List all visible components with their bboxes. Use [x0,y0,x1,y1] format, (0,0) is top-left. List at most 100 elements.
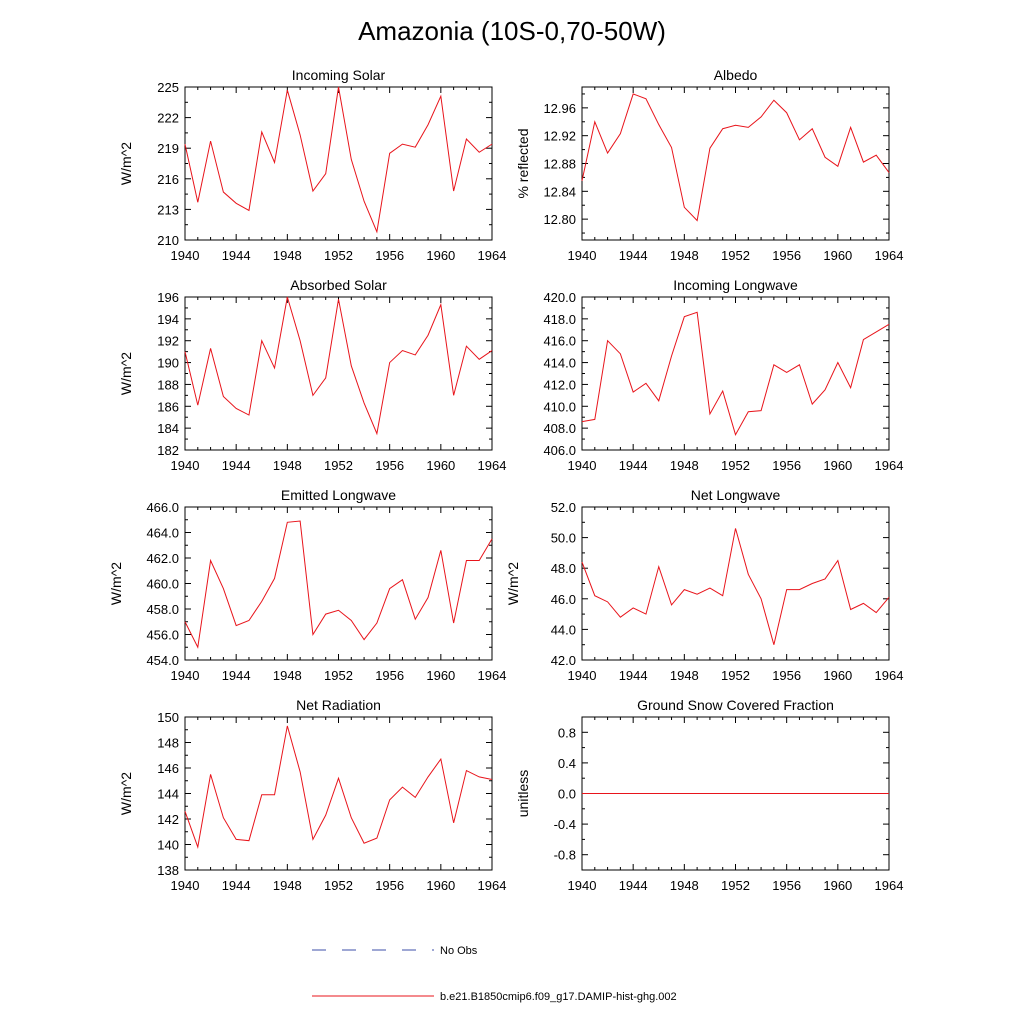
plot-frame [184,716,493,871]
y-tick-label: 416.0 [543,334,576,349]
x-tick-label: 1944 [619,458,648,473]
x-tick-label: 1964 [875,458,904,473]
x-tick-label: 1952 [721,248,750,263]
x-tick-label: 1940 [568,668,597,683]
y-tick-label: 182 [157,443,179,458]
x-tick-label: 1948 [273,668,302,683]
x-tick-label: 1944 [222,878,251,893]
y-axis-label: % reflected [515,128,531,198]
x-tick-label: 1940 [171,668,200,683]
y-axis-label: W/m^2 [108,562,124,605]
y-tick-label: 454.0 [146,653,179,668]
y-tick-label: 146 [157,761,179,776]
x-tick-label: 1948 [273,458,302,473]
x-tick-label: 1952 [721,458,750,473]
y-tick-label: 192 [157,334,179,349]
x-tick-label: 1960 [823,458,852,473]
x-tick-label: 1960 [426,878,455,893]
x-tick-label: 1948 [670,248,699,263]
y-tick-label: 140 [157,838,179,853]
x-tick-label: 1952 [721,878,750,893]
y-tick-label: 12.84 [543,184,576,199]
x-tick-label: 1940 [171,878,200,893]
y-tick-label: 410.0 [543,399,576,414]
y-tick-label: 48.0 [551,561,576,576]
panel-net-longwave: 1940 1944 1948 1952 1956 1960 1964 42.0 44.0 46.0… [505,487,903,683]
x-tick-label: 1960 [823,878,852,893]
plot-frame [184,296,493,451]
series-line [581,93,890,222]
panel-title: Incoming Longwave [673,277,798,293]
x-tick-label: 1952 [721,668,750,683]
y-tick-label: 196 [157,290,179,305]
x-tick-label: 1952 [324,878,353,893]
y-tick-label: 466.0 [146,500,179,515]
y-tick-label: 142 [157,812,179,827]
x-tick-label: 1960 [426,248,455,263]
x-tick-label: 1956 [375,248,404,263]
y-tick-label: 225 [157,80,179,95]
x-tick-label: 1956 [772,878,801,893]
x-tick-label: 1956 [375,458,404,473]
y-tick-label: 12.92 [543,129,576,144]
legend-label-model: b.e21.B1850cmip6.f09_g17.DAMIP-hist-ghg.… [440,991,677,1003]
y-tick-label: 50.0 [551,531,576,546]
figure-title: Amazonia (10S-0,70-50W) [358,16,666,46]
x-tick-label: 1952 [324,458,353,473]
x-tick-label: 1944 [222,668,251,683]
panel-title: Net Longwave [691,487,781,503]
panel-title: Incoming Solar [292,67,386,83]
y-tick-label: 12.80 [543,212,576,227]
y-tick-label: 213 [157,202,179,217]
x-tick-label: 1960 [823,668,852,683]
plot-frame [184,506,493,661]
panel-albedo: 1940 1944 1948 1952 1956 1960 1964 12.80 12.84 12… [515,67,903,263]
y-tick-label: 210 [157,233,179,248]
y-tick-label: 150 [157,710,179,725]
x-tick-label: 1960 [823,248,852,263]
y-tick-label: 464.0 [146,526,179,541]
y-tick-label: 406.0 [543,443,576,458]
y-axis-label: W/m^2 [118,772,134,815]
y-tick-label: 462.0 [146,551,179,566]
y-tick-label: 456.0 [146,628,179,643]
x-tick-label: 1964 [875,668,904,683]
y-tick-label: 216 [157,172,179,187]
y-tick-label: 0.0 [558,787,576,802]
panel-title: Emitted Longwave [281,487,396,503]
x-tick-label: 1948 [670,458,699,473]
legend: No Obs b.e21.B1850cmip6.f09_g17.DAMIP-hi… [312,945,677,1003]
plot-frame [184,86,493,241]
x-tick-label: 1960 [426,668,455,683]
x-tick-label: 1964 [478,878,507,893]
x-tick-label: 1964 [478,248,507,263]
y-tick-label: 420.0 [543,290,576,305]
y-tick-label: 144 [157,787,179,802]
x-tick-label: 1940 [171,458,200,473]
x-tick-label: 1948 [670,878,699,893]
series-line [184,520,493,649]
x-tick-label: 1944 [619,248,648,263]
y-tick-label: 138 [157,863,179,878]
y-axis-label: W/m^2 [118,142,134,185]
y-tick-label: 186 [157,399,179,414]
series-line [184,296,493,436]
x-tick-label: 1940 [171,248,200,263]
y-tick-label: 458.0 [146,602,179,617]
x-tick-label: 1948 [273,248,302,263]
x-tick-label: 1964 [478,458,507,473]
y-tick-label: 148 [157,736,179,751]
panel-title: Ground Snow Covered Fraction [637,697,834,713]
y-tick-label: 184 [157,421,179,436]
x-tick-label: 1940 [568,878,597,893]
panel-title: Net Radiation [296,697,381,713]
y-tick-label: 42.0 [551,653,576,668]
x-tick-label: 1944 [222,248,251,263]
x-tick-label: 1952 [324,248,353,263]
y-tick-label: 418.0 [543,312,576,327]
y-tick-label: 190 [157,356,179,371]
panel-absorbed-solar: 1940 1944 1948 1952 1956 1960 1964 182 184 186 188… [118,277,506,473]
series-line [184,86,493,234]
panel-emitted-longwave: 1940 1944 1948 1952 1956 1960 1964 454.0 456.0 45… [108,487,506,683]
